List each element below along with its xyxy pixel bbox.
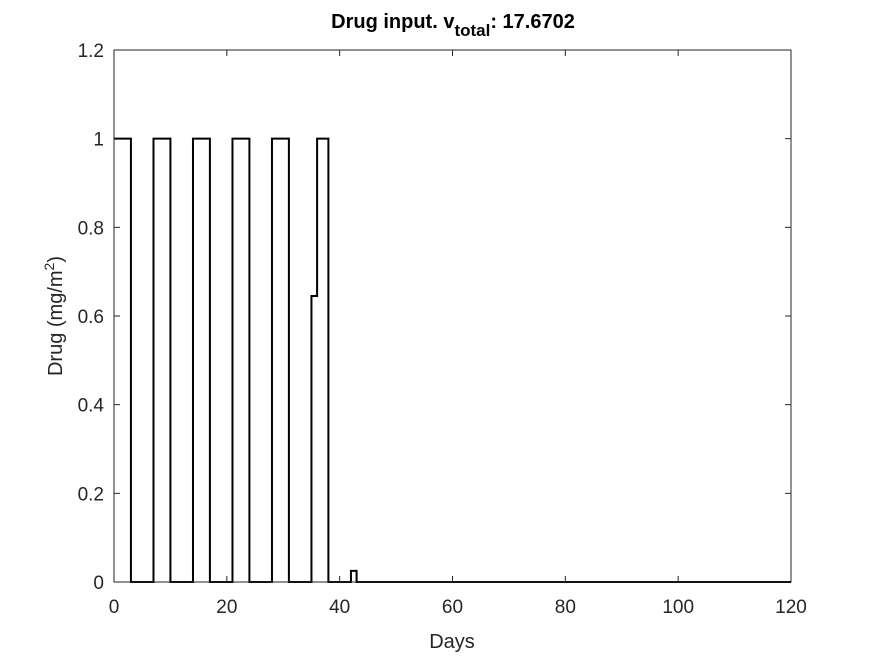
chart-title-suffix: : 17.6702: [490, 11, 575, 33]
y-tick-label: 1.2: [78, 41, 104, 62]
chart-title-subscript: total: [454, 21, 490, 40]
y-axis-ticks: 0 0.2 0.4 0.6 0.8 1 1.2: [78, 41, 791, 594]
x-tick-label: 80: [555, 597, 576, 618]
chart-title-prefix: Drug input. v: [331, 11, 455, 33]
y-axis-label-main: Drug (mg/m: [45, 270, 67, 376]
plot-area-border: [113, 49, 792, 583]
y-tick-label: 0.6: [78, 307, 104, 328]
y-axis-label-superscript: 2: [41, 262, 57, 270]
x-tick-label: 0: [109, 597, 120, 618]
x-tick-label: 60: [442, 597, 463, 618]
y-tick-label: 0.8: [78, 218, 104, 239]
chart-title: Drug input. vtotal: 17.6702: [331, 11, 575, 40]
x-tick-label: 120: [775, 597, 807, 618]
x-tick-label: 100: [662, 597, 694, 618]
y-axis-label: Drug (mg/m2): [41, 256, 67, 376]
y-tick-label: 0.4: [78, 396, 105, 417]
x-axis-label: Days: [429, 631, 475, 653]
y-axis-label-close: ): [45, 256, 67, 263]
x-tick-label: 20: [216, 597, 237, 618]
y-tick-label: 0.2: [78, 484, 104, 505]
y-tick-label: 1: [93, 130, 104, 151]
x-axis-ticks: 0 20 40 60 80 100 120: [109, 50, 807, 618]
series-line: [114, 137, 791, 583]
y-tick-label: 0: [93, 573, 104, 594]
x-tick-label: 40: [329, 597, 350, 618]
